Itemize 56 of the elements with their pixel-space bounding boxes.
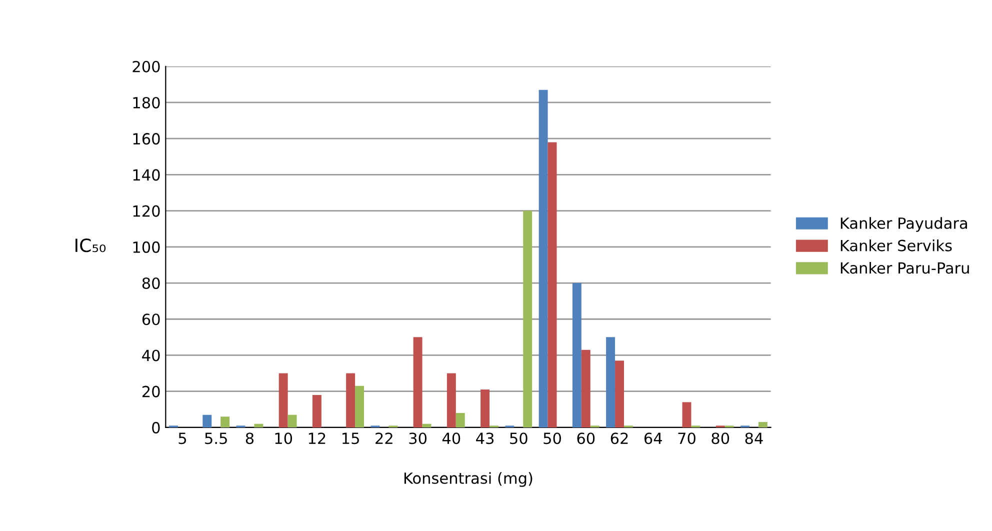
- x-tick-label: 30: [409, 432, 427, 444]
- bar: [682, 402, 692, 428]
- legend-label: Kanker Serviks: [840, 240, 952, 252]
- y-tick-label: 120: [133, 205, 160, 217]
- bar: [312, 394, 322, 428]
- bar: [278, 373, 288, 428]
- bar: [220, 416, 230, 428]
- x-tick-label: 40: [442, 432, 460, 444]
- x-tick-label: 70: [678, 432, 696, 444]
- y-axis-title: IC₅₀: [76, 238, 106, 252]
- x-tick-label: 84: [745, 432, 763, 444]
- x-tick-label: 12: [308, 432, 326, 444]
- y-tick-label: 40: [142, 350, 160, 362]
- legend-label: Kanker Paru-Paru: [840, 262, 969, 274]
- x-tick-label: 50: [510, 432, 528, 444]
- bar: [288, 414, 297, 428]
- x-tick-label: 5.5: [205, 432, 227, 444]
- bar: [346, 373, 356, 428]
- x-tick-label: 5: [178, 432, 186, 444]
- bar: [581, 350, 590, 428]
- bar: [202, 414, 212, 428]
- bar: [413, 337, 422, 428]
- x-tick-label: 62: [610, 432, 628, 444]
- bar: [523, 210, 532, 428]
- x-tick-label: 15: [342, 432, 359, 444]
- bar: [456, 413, 465, 428]
- legend-label: Kanker Payudara: [840, 217, 967, 232]
- bar: [480, 390, 490, 428]
- bar: [538, 90, 548, 428]
- y-tick-label: 100: [133, 241, 160, 253]
- y-tick-label: 0: [152, 422, 160, 434]
- x-tick-label: 64: [644, 432, 662, 444]
- y-tick-label: 140: [133, 169, 160, 181]
- x-tick-label: 22: [376, 432, 392, 444]
- x-tick-label: 10: [275, 432, 292, 444]
- x-tick-label: 80: [712, 432, 730, 444]
- bar: [606, 337, 616, 428]
- y-tick-label: 200: [132, 60, 160, 72]
- bar: [572, 283, 582, 428]
- x-tick-label: 60: [577, 432, 595, 444]
- x-tick-label: 8: [246, 432, 254, 444]
- y-tick-label: 60: [142, 314, 160, 326]
- bar: [254, 424, 264, 428]
- bar: [422, 424, 432, 428]
- y-tick-label: 160: [133, 133, 160, 145]
- x-tick-label: 50: [544, 432, 561, 444]
- y-tick-label: 80: [142, 277, 160, 290]
- bar: [548, 142, 557, 428]
- bar: [355, 386, 364, 428]
- bar: [446, 373, 456, 428]
- bar: [615, 360, 624, 428]
- bar: [758, 422, 768, 428]
- x-axis-title: Konsentrasi (mg): [404, 472, 532, 487]
- y-tick-label: 20: [142, 386, 160, 398]
- y-tick-label: 180: [133, 96, 160, 109]
- x-tick-label: 43: [476, 432, 494, 444]
